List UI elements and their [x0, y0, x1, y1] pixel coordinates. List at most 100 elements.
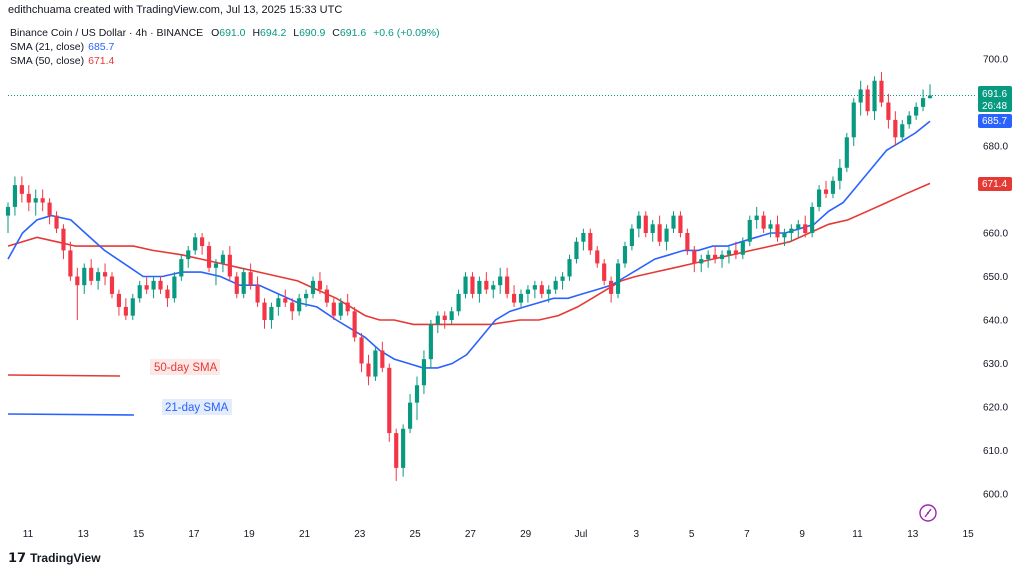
- candle-body: [442, 315, 447, 320]
- candle: [172, 272, 177, 303]
- candle: [12, 176, 18, 216]
- sma50-legend-label: SMA (50, close): [10, 55, 85, 67]
- candle-body: [75, 276, 80, 286]
- candle: [900, 119, 905, 142]
- candle-body: [463, 276, 468, 294]
- candle-body: [33, 198, 38, 203]
- candle-body: [255, 285, 260, 303]
- candle: [733, 241, 738, 260]
- sma-50-line: [7, 182, 931, 326]
- candle: [546, 285, 551, 303]
- candle: [581, 228, 586, 251]
- candle-body: [706, 254, 711, 260]
- candle-body: [574, 241, 579, 260]
- candle-body: [248, 272, 253, 286]
- sma50-annotation-label: 50-day SMA: [154, 362, 218, 374]
- candle-body: [373, 350, 378, 377]
- candle: [810, 202, 815, 238]
- candle-body: [19, 185, 24, 194]
- candle-body: [421, 359, 427, 386]
- change-value: +0.6 (+0.09%): [373, 27, 440, 39]
- candle: [914, 102, 919, 120]
- candle-body: [685, 233, 690, 251]
- candle-body: [699, 259, 704, 264]
- candle: [220, 250, 225, 273]
- price-tick-label: 610.0: [983, 446, 1008, 457]
- candle: [886, 93, 891, 129]
- candle-body: [900, 124, 905, 138]
- candle: [206, 241, 212, 273]
- time-tick-label: 25: [410, 529, 422, 540]
- candle-body: [206, 246, 212, 268]
- time-tick-label: 11: [852, 529, 863, 540]
- candle: [650, 219, 655, 242]
- sma50-annotation-line: [7, 374, 121, 377]
- candle: [456, 289, 461, 316]
- candle-body: [803, 224, 808, 233]
- candle: [130, 293, 135, 320]
- tradingview-logo[interactable]: 𝟭𝟳 TradingView: [8, 550, 101, 566]
- candle-body: [407, 402, 413, 429]
- candle: [560, 272, 565, 290]
- chart-attribution: edithchuama created with TradingView.com…: [8, 4, 343, 16]
- candle-body: [865, 89, 870, 112]
- candle-body: [588, 233, 593, 251]
- sma50-legend-row[interactable]: SMA (50, close) 671.4: [10, 54, 440, 68]
- candle: [186, 246, 191, 268]
- candle: [213, 259, 219, 286]
- symbol-title[interactable]: Binance Coin / US Dollar · 4h · BINANCE: [10, 27, 204, 39]
- candle: [324, 285, 329, 307]
- candle: [740, 237, 745, 260]
- sma21-badge: 685.7: [978, 114, 1012, 128]
- candle: [248, 263, 253, 290]
- price-tick-label: 660.0: [983, 229, 1008, 240]
- candle: [747, 215, 752, 247]
- candle-body: [297, 298, 302, 312]
- candle: [817, 185, 822, 212]
- candle-body: [324, 289, 329, 303]
- candle-body: [331, 302, 336, 316]
- candle-body: [310, 280, 316, 294]
- candle: [636, 211, 641, 238]
- candle: [338, 298, 343, 320]
- candle: [879, 72, 884, 107]
- candle: [754, 206, 759, 229]
- candle-body: [387, 367, 392, 434]
- candle: [234, 272, 239, 299]
- candle: [407, 393, 413, 434]
- sma21-annotation-label: 21-day SMA: [165, 402, 229, 414]
- candle-body: [678, 215, 683, 233]
- candle: [664, 224, 669, 251]
- sma21-legend-label: SMA (21, close): [10, 41, 85, 53]
- candle-body: [498, 276, 503, 286]
- candle-body: [823, 189, 829, 194]
- time-tick-label: 13: [78, 529, 90, 540]
- candle-body: [220, 254, 225, 264]
- candle-body: [61, 228, 66, 251]
- candle-body: [872, 80, 877, 112]
- candle: [255, 276, 260, 307]
- candle: [421, 350, 427, 394]
- candle: [789, 224, 794, 242]
- candle: [414, 376, 420, 421]
- candle: [380, 341, 385, 373]
- time-tick-label: 23: [354, 529, 366, 540]
- price-tick-label: 680.0: [983, 142, 1008, 153]
- candle: [595, 246, 600, 268]
- candle: [200, 233, 205, 255]
- candle: [290, 298, 295, 320]
- sma21-legend-row[interactable]: SMA (21, close) 685.7: [10, 40, 440, 54]
- sma-21-line: [7, 120, 931, 369]
- candle-body: [234, 276, 239, 294]
- price-axis[interactable]: 600.0 610.0 620.0 630.0 640.0 650.0 660.0 680.0…: [983, 55, 1008, 501]
- candle: [713, 246, 718, 264]
- candle-body: [213, 263, 219, 268]
- candle: [463, 272, 468, 299]
- time-axis[interactable]: 11 13 15 17 19 21 23 25 27 29 Jul 3 5 7 9 11 13 15: [23, 529, 974, 540]
- sma21-legend-value: 685.7: [88, 41, 115, 53]
- candle: [442, 311, 447, 329]
- candle: [477, 276, 482, 303]
- candle: [144, 276, 149, 294]
- replay-icon[interactable]: [919, 504, 937, 522]
